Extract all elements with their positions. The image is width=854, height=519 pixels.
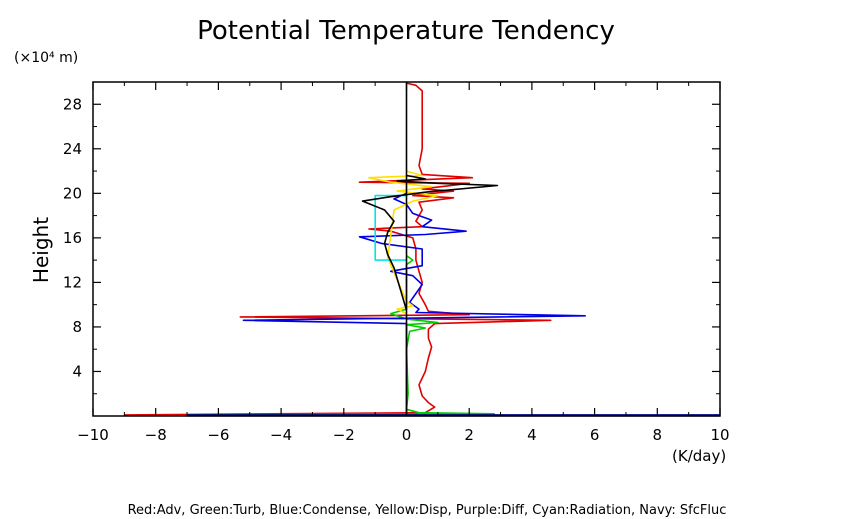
y-tick-label: 20 — [63, 184, 82, 202]
x-tick-label: −4 — [270, 426, 292, 444]
x-tick-label: 8 — [653, 426, 663, 444]
x-tick-label: 0 — [402, 426, 412, 444]
y-tick-label: 4 — [72, 362, 82, 380]
x-tick-label: −2 — [333, 426, 355, 444]
x-axis-unit: (K/day) — [672, 447, 726, 465]
chart-title: Potential Temperature Tendency — [197, 16, 615, 46]
series-line-adv — [124, 82, 552, 416]
x-tick-label: −6 — [207, 426, 229, 444]
x-tick-label: 10 — [710, 426, 729, 444]
x-tick-label: 2 — [464, 426, 474, 444]
x-tick-label: −8 — [145, 426, 167, 444]
series-layer — [124, 82, 720, 417]
legend-footer: Red:Adv, Green:Turb, Blue:Condense, Yell… — [128, 503, 727, 518]
y-tick-label: 12 — [63, 273, 82, 291]
series-line-turb — [187, 255, 496, 416]
y-tick-label: 8 — [72, 318, 82, 336]
y-tick-label: 28 — [63, 95, 82, 113]
series-line-condense — [242, 192, 587, 415]
series-line-net — [361, 174, 499, 311]
series-line-disp — [368, 170, 439, 315]
x-tick-label: −10 — [77, 426, 109, 444]
x-tick-label: 4 — [527, 426, 537, 444]
y-tick-label: 16 — [63, 229, 82, 247]
y-axis-label: Height — [29, 217, 53, 283]
y-axis-unit: (×10⁴ m) — [14, 50, 78, 66]
y-tick-label: 24 — [63, 140, 82, 158]
x-tick-label: 6 — [590, 426, 600, 444]
